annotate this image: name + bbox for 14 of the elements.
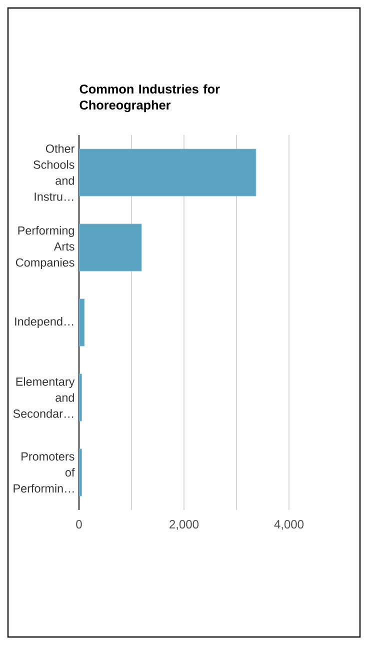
x-tick-label: 0 [76,520,82,529]
y-tick-label: Promoters of Performin… [14,452,75,493]
bar [78,224,142,272]
chart-title: Common Industries for Choreographer [80,84,220,112]
x-tick-label: 2,000 [170,520,199,530]
y-tick-label: Elementary and Secondar… [13,377,75,418]
bar [78,374,82,422]
y-tick-label: Other Schools and Instru… [34,144,75,201]
bar [78,148,256,196]
x-tick-label: 4,000 [274,520,304,530]
bar [78,298,85,346]
bar [78,448,82,496]
y-tick-label: Performing Arts Companies [16,226,74,269]
y-tick-label: Independ… [15,317,74,328]
